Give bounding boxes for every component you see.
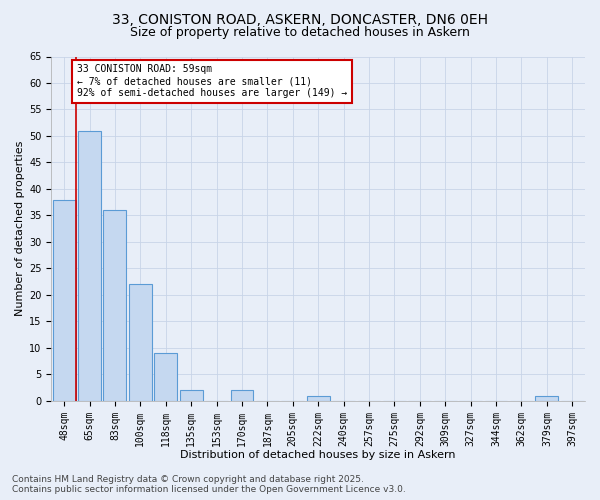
Bar — [180, 390, 203, 401]
X-axis label: Distribution of detached houses by size in Askern: Distribution of detached houses by size … — [181, 450, 456, 460]
Bar — [53, 200, 76, 401]
Bar — [103, 210, 127, 401]
Bar — [154, 353, 177, 401]
Bar — [129, 284, 152, 401]
Text: 33 CONISTON ROAD: 59sqm
← 7% of detached houses are smaller (11)
92% of semi-det: 33 CONISTON ROAD: 59sqm ← 7% of detached… — [77, 64, 347, 98]
Bar — [230, 390, 253, 401]
Text: 33, CONISTON ROAD, ASKERN, DONCASTER, DN6 0EH: 33, CONISTON ROAD, ASKERN, DONCASTER, DN… — [112, 12, 488, 26]
Bar — [78, 130, 101, 401]
Bar — [307, 396, 329, 401]
Text: Size of property relative to detached houses in Askern: Size of property relative to detached ho… — [130, 26, 470, 39]
Text: Contains HM Land Registry data © Crown copyright and database right 2025.
Contai: Contains HM Land Registry data © Crown c… — [12, 474, 406, 494]
Bar — [535, 396, 559, 401]
Y-axis label: Number of detached properties: Number of detached properties — [15, 141, 25, 316]
